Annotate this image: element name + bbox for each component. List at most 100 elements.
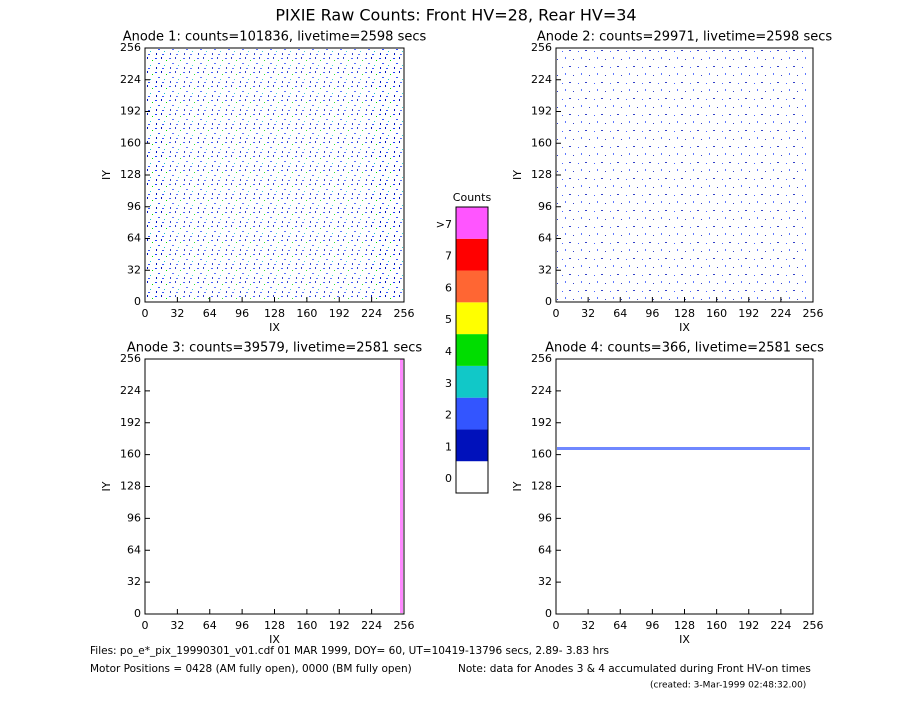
y-tick-label: 160 <box>120 448 141 461</box>
x-tick-label: 96 <box>645 619 659 632</box>
x-tick-label: 128 <box>674 307 695 320</box>
colorbar-label: 6 <box>445 281 452 294</box>
y-tick-label: 32 <box>538 263 552 276</box>
colorbar-label: 1 <box>445 440 452 453</box>
y-tick-label: 224 <box>120 73 141 86</box>
x-tick-label: 256 <box>394 619 415 632</box>
plot-frame <box>555 358 814 615</box>
x-tick-label: 160 <box>296 307 317 320</box>
x-tick-label: 160 <box>706 619 727 632</box>
x-axis-label: IX <box>269 321 280 334</box>
colorbar-label: 7 <box>445 250 452 263</box>
x-tick-label: 128 <box>264 307 285 320</box>
x-axis-label: IX <box>679 633 690 646</box>
x-tick-label: 224 <box>361 619 382 632</box>
x-tick-label: 32 <box>581 619 595 632</box>
x-tick-label: 32 <box>170 619 184 632</box>
y-tick-label: 0 <box>134 607 141 620</box>
colorbar-label: 0 <box>445 472 452 485</box>
figure-title: PIXIE Raw Counts: Front HV=28, Rear HV=3… <box>275 6 636 25</box>
colorbar-cell <box>456 270 488 303</box>
y-tick-label: 160 <box>120 136 141 149</box>
x-tick-label: 64 <box>203 619 217 632</box>
x-axis-label: IX <box>679 321 690 334</box>
colorbar-label: 3 <box>445 377 452 390</box>
y-tick-label: 0 <box>134 295 141 308</box>
x-tick-label: 192 <box>329 619 350 632</box>
colorbar-cell <box>456 429 488 462</box>
colorbar-label: 5 <box>445 313 452 326</box>
x-tick-label: 96 <box>235 619 249 632</box>
x-tick-label: 32 <box>170 307 184 320</box>
x-tick-label: 256 <box>803 307 824 320</box>
x-tick-label: 192 <box>738 307 759 320</box>
panel-title: Anode 1: counts=101836, livetime=2598 se… <box>123 30 427 45</box>
x-tick-label: 224 <box>770 307 791 320</box>
y-tick-label: 32 <box>127 575 141 588</box>
y-tick-label: 128 <box>531 168 552 181</box>
texture <box>146 49 810 613</box>
y-tick-label: 192 <box>120 416 141 429</box>
footer-files: Files: po_e*_pix_19990301_v01.cdf 01 MAR… <box>90 645 609 657</box>
y-tick-label: 96 <box>538 511 552 524</box>
colorbar-frame <box>455 206 489 494</box>
x-axis-label: IX <box>269 633 280 646</box>
x-tick-label: 160 <box>706 307 727 320</box>
x-tick-label: 64 <box>203 307 217 320</box>
x-tick-label: 128 <box>264 619 285 632</box>
y-tick-label: 128 <box>531 480 552 493</box>
y-tick-label: 0 <box>545 295 552 308</box>
y-tick-label: 192 <box>531 105 552 118</box>
x-tick-label: 0 <box>142 619 149 632</box>
y-tick-label: 256 <box>531 352 552 365</box>
y-axis-label: IY <box>511 481 524 491</box>
y-tick-label: 192 <box>120 105 141 118</box>
y-tick-label: 256 <box>531 41 552 54</box>
y-tick-label: 224 <box>531 73 552 86</box>
x-tick-label: 256 <box>803 619 824 632</box>
x-tick-label: 160 <box>296 619 317 632</box>
y-tick-label: 96 <box>127 200 141 213</box>
y-tick-label: 160 <box>531 136 552 149</box>
colorbar-cell <box>456 207 488 239</box>
colorbar-cell <box>456 461 488 493</box>
x-tick-label: 0 <box>142 307 149 320</box>
y-tick-label: 0 <box>545 607 552 620</box>
colorbar-cell <box>456 302 488 335</box>
panel-title: Anode 4: counts=366, livetime=2581 secs <box>545 341 824 356</box>
colorbar-title: Counts <box>453 191 492 204</box>
y-tick-label: 64 <box>538 232 552 245</box>
y-tick-label: 96 <box>127 511 141 524</box>
x-tick-label: 64 <box>613 307 627 320</box>
x-tick-label: 192 <box>329 307 350 320</box>
x-tick-label: 96 <box>645 307 659 320</box>
x-tick-label: 0 <box>553 619 560 632</box>
colorbar-cell <box>456 365 488 398</box>
y-axis-label: IY <box>100 481 113 491</box>
y-tick-label: 32 <box>127 263 141 276</box>
y-tick-label: 64 <box>127 543 141 556</box>
y-tick-label: 256 <box>120 352 141 365</box>
x-tick-label: 96 <box>235 307 249 320</box>
colorbar-cell <box>456 334 488 366</box>
colorbar-label: >7 <box>436 218 452 231</box>
footer-created: (created: 3-Mar-1999 02:48:32.00) <box>650 681 806 691</box>
x-tick-label: 224 <box>361 307 382 320</box>
plot-frame <box>144 358 405 615</box>
colorbar-label: 4 <box>445 345 452 358</box>
y-tick-label: 64 <box>127 232 141 245</box>
y-tick-label: 224 <box>120 384 141 397</box>
y-tick-label: 128 <box>120 168 141 181</box>
colorbar-cell <box>456 238 488 271</box>
x-tick-label: 256 <box>394 307 415 320</box>
x-tick-label: 0 <box>553 307 560 320</box>
y-tick-label: 192 <box>531 416 552 429</box>
x-tick-label: 32 <box>581 307 595 320</box>
y-tick-label: 224 <box>531 384 552 397</box>
x-tick-label: 192 <box>738 619 759 632</box>
y-tick-label: 64 <box>538 543 552 556</box>
colorbar-cell <box>456 397 488 430</box>
panel-title: Anode 3: counts=39579, livetime=2581 sec… <box>127 341 423 356</box>
